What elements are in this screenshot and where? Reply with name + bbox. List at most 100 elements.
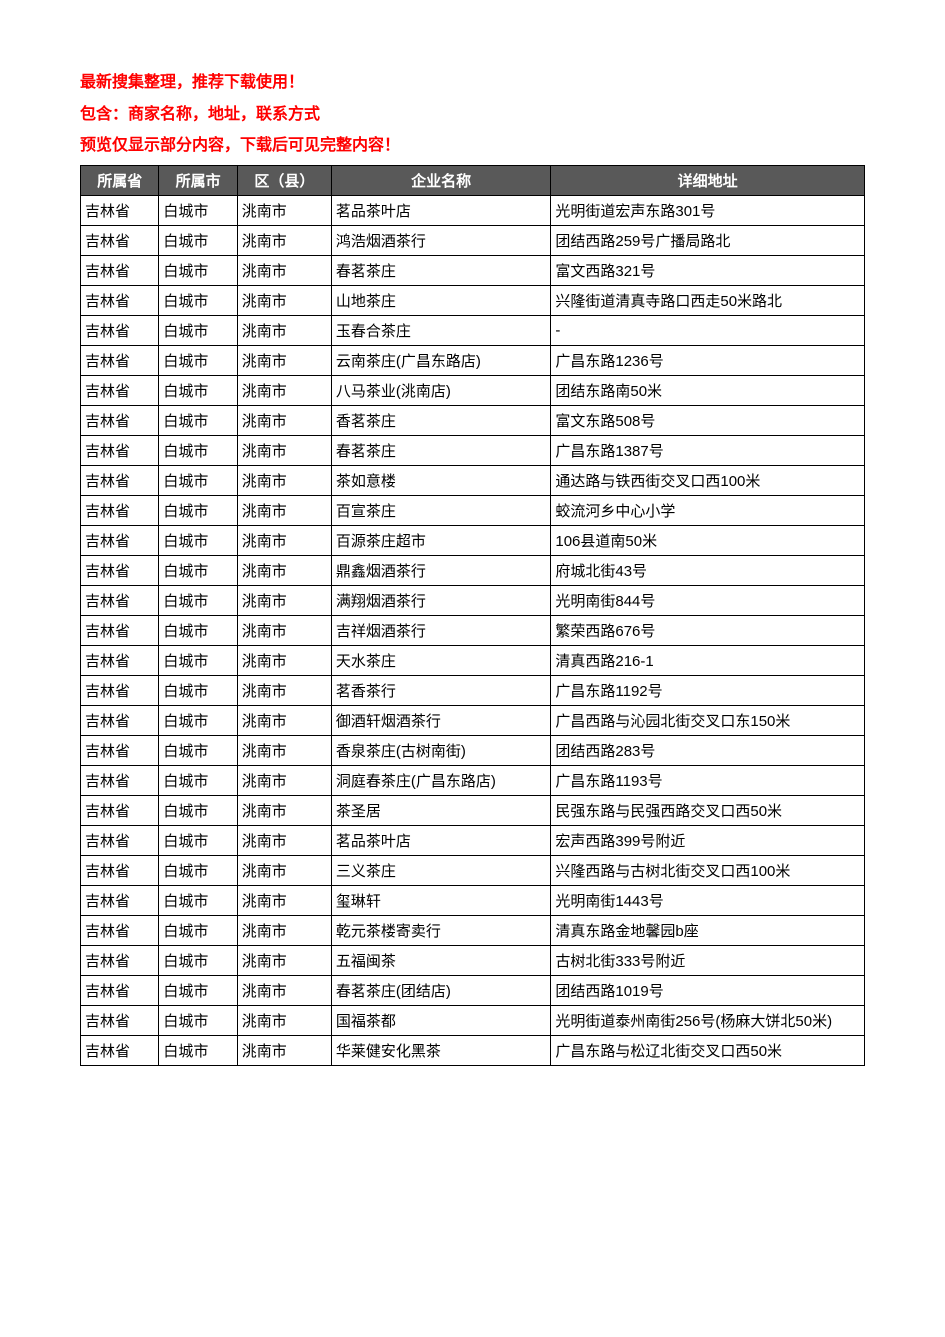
table-cell: 春茗茶庄: [331, 255, 551, 285]
table-cell: 白城市: [159, 615, 237, 645]
table-cell: 吉林省: [81, 735, 159, 765]
table-body: 吉林省白城市洮南市茗品茶叶店光明街道宏声东路301号吉林省白城市洮南市鸿浩烟酒茶…: [81, 195, 865, 1065]
table-cell: 洞庭春茶庄(广昌东路店): [331, 765, 551, 795]
table-row: 吉林省白城市洮南市香茗茶庄富文东路508号: [81, 405, 865, 435]
table-cell: 洮南市: [237, 645, 331, 675]
table-cell: 吉林省: [81, 765, 159, 795]
table-cell: 吉林省: [81, 885, 159, 915]
table-row: 吉林省白城市洮南市御酒轩烟酒茶行广昌西路与沁园北街交叉口东150米: [81, 705, 865, 735]
table-row: 吉林省白城市洮南市鸿浩烟酒茶行团结西路259号广播局路北: [81, 225, 865, 255]
table-row: 吉林省白城市洮南市春茗茶庄富文西路321号: [81, 255, 865, 285]
table-cell: 吉林省: [81, 315, 159, 345]
notice-line-2: 包含：商家名称，地址，联系方式: [80, 102, 865, 128]
table-cell: 香泉茶庄(古树南街): [331, 735, 551, 765]
table-cell: 吉林省: [81, 975, 159, 1005]
table-cell: 洮南市: [237, 585, 331, 615]
table-cell: 鼎鑫烟酒茶行: [331, 555, 551, 585]
table-cell: 茗品茶叶店: [331, 825, 551, 855]
table-cell: 广昌东路1236号: [551, 345, 865, 375]
table-cell: 府城北街43号: [551, 555, 865, 585]
table-row: 吉林省白城市洮南市香泉茶庄(古树南街)团结西路283号: [81, 735, 865, 765]
table-row: 吉林省白城市洮南市春茗茶庄(团结店)团结西路1019号: [81, 975, 865, 1005]
table-cell: 白城市: [159, 465, 237, 495]
table-cell: 吉林省: [81, 615, 159, 645]
table-cell: 洮南市: [237, 255, 331, 285]
table-cell: 吉林省: [81, 285, 159, 315]
table-cell: 吉林省: [81, 645, 159, 675]
table-cell: 白城市: [159, 885, 237, 915]
table-cell: 三义茶庄: [331, 855, 551, 885]
table-cell: 吉林省: [81, 195, 159, 225]
table-cell: 白城市: [159, 345, 237, 375]
table-cell: 洮南市: [237, 285, 331, 315]
table-cell: 清真西路216-1: [551, 645, 865, 675]
table-cell: 香茗茶庄: [331, 405, 551, 435]
table-cell: -: [551, 315, 865, 345]
table-cell: 茶如意楼: [331, 465, 551, 495]
th-address: 详细地址: [551, 165, 865, 195]
table-cell: 洮南市: [237, 945, 331, 975]
table-cell: 洮南市: [237, 345, 331, 375]
table-cell: 白城市: [159, 675, 237, 705]
table-row: 吉林省白城市洮南市茗香茶行广昌东路1192号: [81, 675, 865, 705]
table-cell: 洮南市: [237, 675, 331, 705]
table-cell: 洮南市: [237, 375, 331, 405]
table-cell: 白城市: [159, 285, 237, 315]
table-cell: 白城市: [159, 525, 237, 555]
table-row: 吉林省白城市洮南市茗品茶叶店宏声西路399号附近: [81, 825, 865, 855]
table-cell: 白城市: [159, 795, 237, 825]
table-cell: 吉林省: [81, 495, 159, 525]
table-row: 吉林省白城市洮南市茶如意楼通达路与铁西街交叉口西100米: [81, 465, 865, 495]
table-cell: 团结西路283号: [551, 735, 865, 765]
table-cell: 吉林省: [81, 465, 159, 495]
table-cell: 洮南市: [237, 825, 331, 855]
business-table: 所属省 所属市 区（县） 企业名称 详细地址 吉林省白城市洮南市茗品茶叶店光明街…: [80, 165, 865, 1066]
table-row: 吉林省白城市洮南市八马茶业(洮南店)团结东路南50米: [81, 375, 865, 405]
table-cell: 富文东路508号: [551, 405, 865, 435]
table-cell: 洮南市: [237, 1005, 331, 1035]
table-cell: 华莱健安化黑茶: [331, 1035, 551, 1065]
table-cell: 广昌西路与沁园北街交叉口东150米: [551, 705, 865, 735]
table-cell: 兴隆西路与古树北街交叉口西100米: [551, 855, 865, 885]
th-province: 所属省: [81, 165, 159, 195]
table-row: 吉林省白城市洮南市玉春合茶庄-: [81, 315, 865, 345]
table-cell: 吉祥烟酒茶行: [331, 615, 551, 645]
table-head: 所属省 所属市 区（县） 企业名称 详细地址: [81, 165, 865, 195]
table-cell: 白城市: [159, 705, 237, 735]
table-cell: 白城市: [159, 855, 237, 885]
table-cell: 吉林省: [81, 255, 159, 285]
table-cell: 洮南市: [237, 435, 331, 465]
table-cell: 广昌东路与松辽北街交叉口西50米: [551, 1035, 865, 1065]
table-row: 吉林省白城市洮南市春茗茶庄广昌东路1387号: [81, 435, 865, 465]
table-cell: 光明街道宏声东路301号: [551, 195, 865, 225]
table-cell: 吉林省: [81, 915, 159, 945]
table-cell: 洮南市: [237, 465, 331, 495]
table-cell: 白城市: [159, 1035, 237, 1065]
table-cell: 茶圣居: [331, 795, 551, 825]
table-cell: 洮南市: [237, 555, 331, 585]
table-row: 吉林省白城市洮南市华莱健安化黑茶广昌东路与松辽北街交叉口西50米: [81, 1035, 865, 1065]
table-cell: 吉林省: [81, 1035, 159, 1065]
table-cell: 百宣茶庄: [331, 495, 551, 525]
table-cell: 光明南街1443号: [551, 885, 865, 915]
table-cell: 洮南市: [237, 795, 331, 825]
notice-block: 最新搜集整理，推荐下载使用！ 包含：商家名称，地址，联系方式 预览仅显示部分内容…: [80, 70, 865, 159]
table-cell: 白城市: [159, 975, 237, 1005]
table-cell: 洮南市: [237, 885, 331, 915]
table-cell: 玉春合茶庄: [331, 315, 551, 345]
table-cell: 白城市: [159, 375, 237, 405]
table-row: 吉林省白城市洮南市满翔烟酒茶行光明南街844号: [81, 585, 865, 615]
table-cell: 洮南市: [237, 495, 331, 525]
table-cell: 清真东路金地馨园b座: [551, 915, 865, 945]
table-cell: 106县道南50米: [551, 525, 865, 555]
th-district: 区（县）: [237, 165, 331, 195]
table-cell: 古树北街333号附近: [551, 945, 865, 975]
table-cell: 白城市: [159, 645, 237, 675]
table-cell: 洮南市: [237, 615, 331, 645]
table-cell: 吉林省: [81, 855, 159, 885]
table-cell: 满翔烟酒茶行: [331, 585, 551, 615]
table-cell: 洮南市: [237, 1035, 331, 1065]
table-cell: 吉林省: [81, 945, 159, 975]
table-cell: 吉林省: [81, 375, 159, 405]
table-cell: 白城市: [159, 405, 237, 435]
